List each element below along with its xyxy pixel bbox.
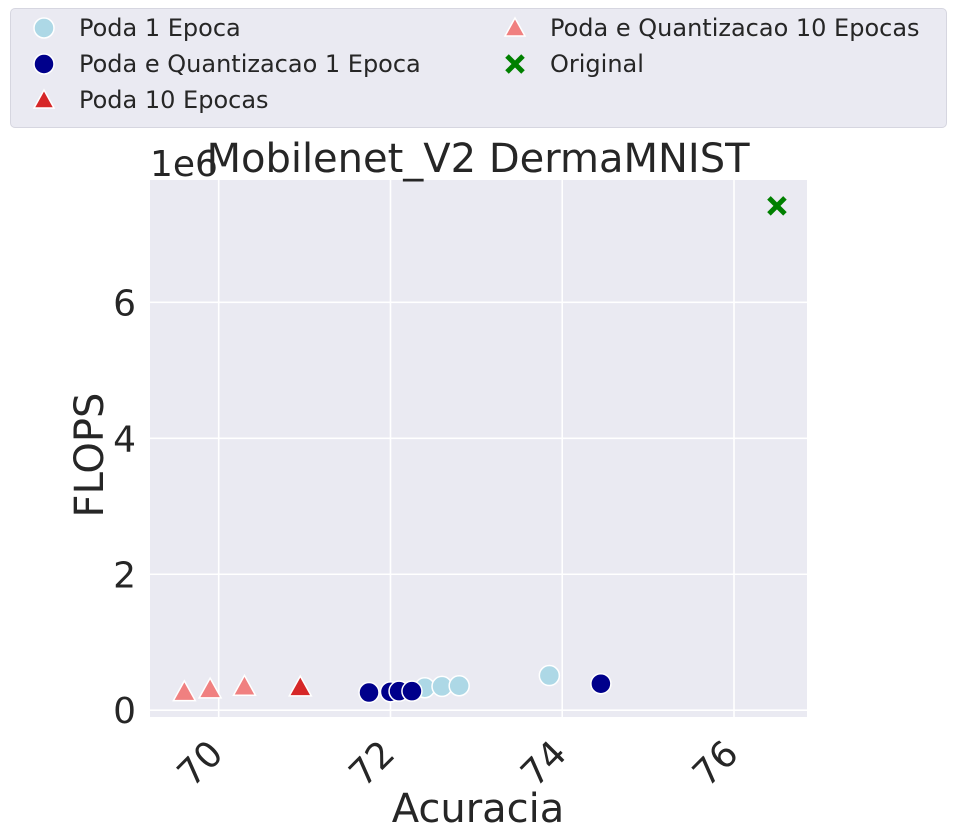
legend-label: Poda e Quantizacao 1 Epoca <box>79 50 421 78</box>
data-point <box>538 664 561 687</box>
data-point <box>288 674 313 697</box>
legend-entry-poda-10-epocas: Poda 10 Epocas <box>21 84 269 116</box>
legend-entry-original: Original <box>492 48 644 80</box>
data-point <box>232 673 257 696</box>
x-tick-label: 76 <box>685 733 746 794</box>
legend-label: Original <box>550 50 644 78</box>
legend-label: Poda 1 Epoca <box>79 14 241 42</box>
y-tick-label: 2 <box>113 555 136 596</box>
plot-area <box>150 180 807 717</box>
legend-label: Poda 10 Epocas <box>79 86 269 114</box>
data-point <box>767 196 787 216</box>
legend-label: Poda e Quantizacao 10 Epocas <box>550 14 920 42</box>
data-point <box>590 672 612 695</box>
triangle-marker-icon <box>503 16 527 37</box>
circle-marker-icon <box>33 53 55 75</box>
legend-entry-poda-quant-1-epoca: Poda e Quantizacao 1 Epoca <box>21 48 421 80</box>
y-axis-label: FLOPS <box>67 393 113 518</box>
data-point <box>448 674 470 697</box>
chart-title: Mobilenet_V2 DermaMNIST <box>206 136 750 182</box>
legend-entry-poda-quant-10-epocas: Poda e Quantizacao 10 Epocas <box>492 12 920 44</box>
y-tick-label: 0 <box>113 691 136 732</box>
x-axis-label: Acuracia <box>392 786 565 832</box>
data-point <box>358 681 380 704</box>
legend-entry-poda-1-epoca: Poda 1 Epoca <box>21 12 241 44</box>
triangle-marker-icon <box>32 88 56 109</box>
grid-lines <box>150 180 807 717</box>
y-tick-label: 6 <box>113 283 136 324</box>
chart-legend: Poda 1 Epoca Poda e Quantizacao 1 Epoca … <box>10 8 947 128</box>
x-tick-label: 70 <box>170 733 231 794</box>
y-axis-offset-label: 1e6 <box>150 144 218 185</box>
data-point <box>197 676 223 699</box>
data-point <box>401 680 423 702</box>
circle-marker-icon <box>33 17 55 39</box>
x-marker-icon <box>505 54 525 74</box>
data-point <box>172 679 197 702</box>
y-tick-label: 4 <box>113 419 136 460</box>
data-point-stroke <box>767 196 787 216</box>
data-points <box>172 196 787 704</box>
